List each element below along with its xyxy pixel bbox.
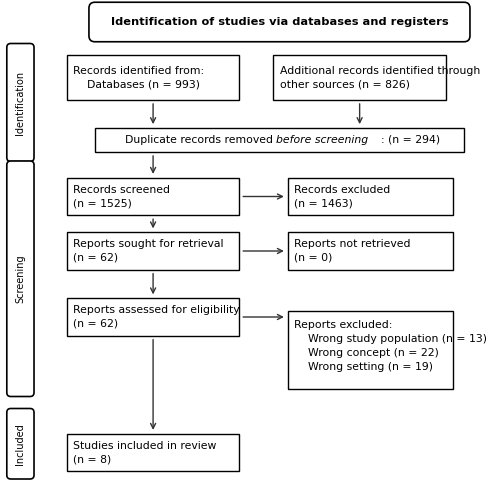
Bar — [273, 55, 446, 100]
Bar — [95, 128, 464, 152]
Bar — [288, 311, 453, 389]
FancyBboxPatch shape — [7, 161, 34, 396]
Text: Reports assessed for eligibility
(n = 62): Reports assessed for eligibility (n = 62… — [73, 306, 240, 328]
Text: before screening: before screening — [276, 135, 368, 145]
Text: Reports not retrieved
(n = 0): Reports not retrieved (n = 0) — [294, 240, 411, 262]
Bar — [288, 232, 453, 270]
Text: Identification: Identification — [16, 70, 25, 134]
Text: Studies included in review
(n = 8): Studies included in review (n = 8) — [73, 441, 217, 464]
Text: Records excluded
(n = 1463): Records excluded (n = 1463) — [294, 185, 390, 208]
FancyBboxPatch shape — [7, 44, 34, 162]
Text: Screening: Screening — [16, 254, 25, 303]
Text: Duplicate records removed: Duplicate records removed — [125, 135, 276, 145]
Text: Records screened
(n = 1525): Records screened (n = 1525) — [73, 185, 170, 208]
Text: Additional records identified through
other sources (n = 826): Additional records identified through ot… — [280, 66, 480, 89]
FancyBboxPatch shape — [89, 2, 470, 42]
FancyBboxPatch shape — [7, 408, 34, 479]
Bar — [67, 434, 239, 471]
Bar — [67, 298, 239, 336]
Bar — [288, 178, 453, 215]
Text: Included: Included — [16, 423, 25, 465]
Text: Records identified from:
    Databases (n = 993): Records identified from: Databases (n = … — [73, 66, 204, 89]
Text: : (n = 294): : (n = 294) — [381, 135, 440, 145]
Text: Reports sought for retrieval
(n = 62): Reports sought for retrieval (n = 62) — [73, 240, 224, 262]
Bar — [67, 55, 239, 100]
Bar — [67, 232, 239, 270]
Text: Identification of studies via databases and registers: Identification of studies via databases … — [111, 17, 448, 27]
Text: Reports excluded:
    Wrong study population (n = 13)
    Wrong concept (n = 22): Reports excluded: Wrong study population… — [294, 320, 486, 372]
Bar — [67, 178, 239, 215]
